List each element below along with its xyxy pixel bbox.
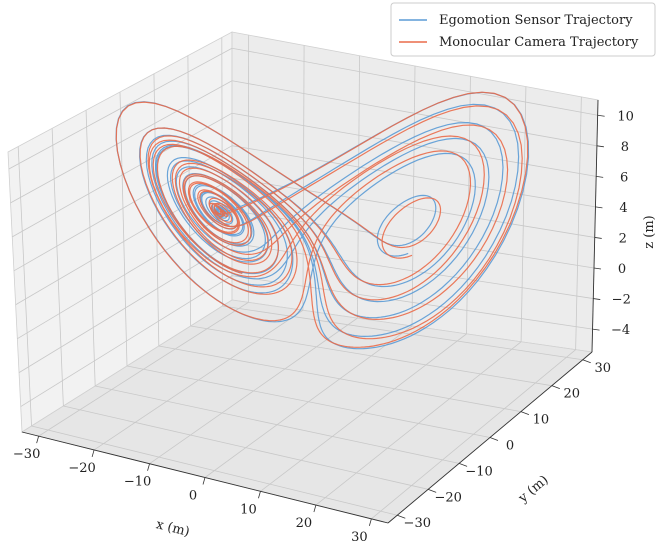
z-tick-label: 8 [621, 140, 629, 155]
y-axis-title: y (m) [515, 473, 551, 507]
z-tick-label: 4 [619, 201, 627, 216]
y-tick-mark [582, 359, 591, 364]
y-tick-mark [428, 488, 437, 493]
z-tick-mark [592, 328, 600, 331]
legend-label-egomotion: Egomotion Sensor Trajectory [439, 13, 633, 28]
z-axis-title: z (m) [642, 215, 657, 248]
x-tick-mark [313, 504, 317, 513]
x-tick-mark [368, 518, 372, 526]
y-tick-mark [397, 514, 406, 519]
z-grid-line-side [13, 145, 233, 272]
y-tick-label: 20 [564, 387, 581, 402]
z-tick-mark [596, 175, 604, 178]
x-tick-label: −10 [124, 475, 151, 490]
z-grid-line-side [17, 210, 233, 340]
x-tick-mark [147, 463, 150, 471]
legend: Egomotion Sensor Trajectory Monocular Ca… [390, 2, 656, 57]
z-tick-label: −4 [611, 323, 630, 338]
y-grid-line-side [85, 110, 96, 387]
legend-box [390, 2, 656, 57]
x-tick-label: 0 [189, 489, 197, 504]
z-tick-label: 6 [620, 170, 628, 185]
z-grid-line-side [18, 242, 233, 373]
y-tick-label: 30 [594, 361, 611, 376]
x-tick-mark [36, 436, 40, 444]
y-grid-line [95, 385, 460, 464]
x-tick-label: 10 [240, 502, 257, 517]
y-tick-label: 10 [533, 413, 550, 428]
z-axis-line [591, 99, 599, 353]
z-tick-mark [593, 267, 602, 270]
z-grid-line-side [12, 112, 233, 238]
x-axis-title: x (m) [155, 517, 192, 540]
y-tick-label: −10 [465, 464, 492, 479]
y-grid-line [190, 325, 552, 387]
x-tick-label: 20 [296, 516, 313, 531]
y-tick-label: −20 [434, 490, 461, 505]
series-layer [115, 91, 530, 350]
z-grid-line-back [231, 47, 598, 116]
y-grid-line-side [119, 91, 128, 367]
x-tick-label: −30 [13, 447, 40, 462]
z-grid-line-back [231, 80, 597, 147]
y-grid-line-side [153, 73, 160, 347]
y-grid-line-side [51, 128, 64, 407]
y-tick-label: −30 [404, 516, 431, 531]
y-tick-mark [551, 385, 560, 390]
tick-marks: −30−20−100102030−30−20−100102030−4−20246… [13, 109, 634, 545]
x-grid-line-back [575, 96, 582, 350]
y-tick-label: 0 [506, 439, 514, 454]
z-tick-label: 10 [617, 109, 634, 124]
y-grid-line [126, 365, 491, 438]
x-tick-label: 30 [351, 530, 368, 545]
z-grid-line-back [231, 145, 596, 208]
x-grid-line-back [357, 55, 360, 319]
z-grid-line-back [231, 177, 595, 238]
z-tick-mark [593, 298, 601, 300]
y-grid-line [158, 345, 521, 412]
z-tick-label: −2 [612, 293, 631, 308]
z-tick-label: 0 [618, 262, 626, 277]
z-grid-line-side [10, 80, 233, 204]
y-grid-line [31, 425, 398, 516]
y-grid-line-side [17, 146, 32, 427]
z-grid-line-side [20, 275, 233, 407]
x-tick-label: −20 [68, 461, 95, 476]
y-tick-mark [489, 437, 499, 441]
z-tick-mark [594, 237, 602, 239]
legend-label-monocular: Monocular Camera Trajectory [439, 35, 639, 50]
x-tick-mark [91, 449, 95, 458]
y-tick-mark [520, 411, 530, 415]
x-grid-line-back [411, 65, 416, 327]
z-grid-line-side [8, 47, 233, 170]
series-line-1 [115, 91, 529, 348]
x-tick-mark [202, 477, 206, 485]
z-tick-mark [596, 145, 604, 148]
x-tick-mark [258, 491, 261, 499]
y-grid-line [63, 405, 429, 490]
z-grid-line-back [231, 275, 593, 330]
y-tick-mark [458, 463, 468, 467]
z-tick-mark [597, 114, 605, 117]
z-tick-mark [595, 206, 603, 209]
z-tick-label: 2 [619, 231, 627, 246]
